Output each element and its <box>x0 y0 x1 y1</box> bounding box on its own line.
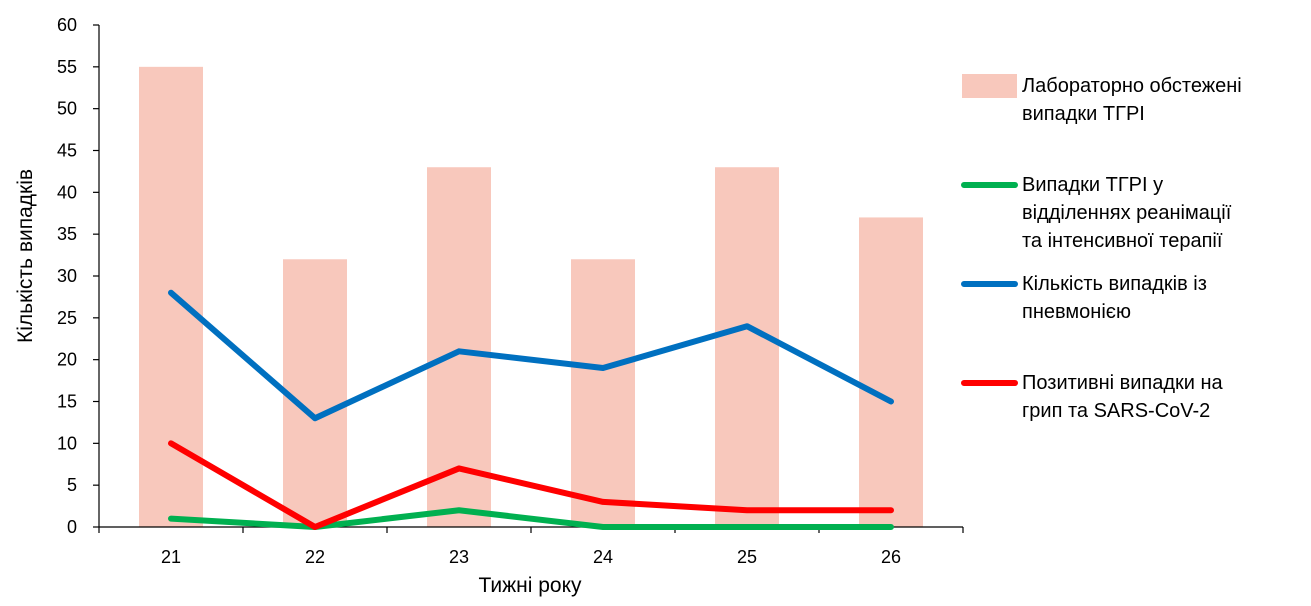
bar-25 <box>715 167 779 527</box>
y-tick-label: 5 <box>67 475 77 495</box>
y-tick-label: 30 <box>57 266 77 286</box>
legend-label-line: Випадки ТГРІ у <box>1022 174 1163 196</box>
x-tick-label: 23 <box>449 547 469 567</box>
y-tick-label: 60 <box>57 15 77 35</box>
legend: Лабораторно обстежені випадки ТГРІ Випадки… <box>962 74 1242 422</box>
legend-label-line: грип та SARS-CoV-2 <box>1022 400 1210 422</box>
y-tick-label: 15 <box>57 392 77 412</box>
legend-label-line: Позитивні випадки на <box>1022 372 1224 394</box>
line-series-3 <box>171 443 891 527</box>
legend-label: Позитивні випадки на грип та SARS-CoV-2 <box>1022 372 1224 422</box>
axes <box>93 25 963 533</box>
y-tick-label: 55 <box>57 57 77 77</box>
x-tick-labels: 21 22 23 24 25 26 <box>161 547 901 567</box>
y-tick-label: 35 <box>57 224 77 244</box>
legend-label: Випадки ТГРІ у відділеннях реанімації та і… <box>1022 174 1232 252</box>
y-tick-label: 25 <box>57 308 77 328</box>
bar-26 <box>859 217 923 527</box>
legend-label-line: випадки ТГРІ <box>1022 103 1145 125</box>
legend-label: Лабораторно обстежені випадки ТГРІ <box>1022 75 1242 125</box>
y-tick-label: 10 <box>57 433 77 453</box>
y-tick-label: 40 <box>57 182 77 202</box>
x-tick-label: 22 <box>305 547 325 567</box>
y-tick-label: 50 <box>57 99 77 119</box>
legend-swatch-bar <box>962 74 1017 98</box>
y-axis-title: Кількість випадків <box>14 169 37 343</box>
line-series-2 <box>171 293 891 419</box>
y-tick-label: 20 <box>57 350 77 370</box>
legend-label-line: пневмонією <box>1022 301 1131 323</box>
legend-label-line: відділеннях реанімації <box>1022 202 1232 224</box>
legend-label-line: Лабораторно обстежені <box>1022 75 1242 97</box>
bar-series <box>139 67 923 527</box>
legend-label: Кількість випадків із пневмонією <box>1022 273 1207 323</box>
x-tick-label: 21 <box>161 547 181 567</box>
bar-22 <box>283 259 347 527</box>
x-axis-title: Тижні року <box>478 574 582 597</box>
legend-label-line: та інтенсивної терапії <box>1022 230 1223 252</box>
line-series <box>171 293 891 527</box>
y-tick-label: 45 <box>57 141 77 161</box>
x-tick-label: 25 <box>737 547 757 567</box>
bar-24 <box>571 259 635 527</box>
legend-label-line: Кількість випадків із <box>1022 273 1207 295</box>
x-tick-label: 26 <box>881 547 901 567</box>
y-tick-label: 0 <box>67 517 77 537</box>
x-tick-label: 24 <box>593 547 613 567</box>
y-tick-labels: 0 5 10 15 20 25 30 35 40 45 50 55 60 <box>57 15 77 537</box>
